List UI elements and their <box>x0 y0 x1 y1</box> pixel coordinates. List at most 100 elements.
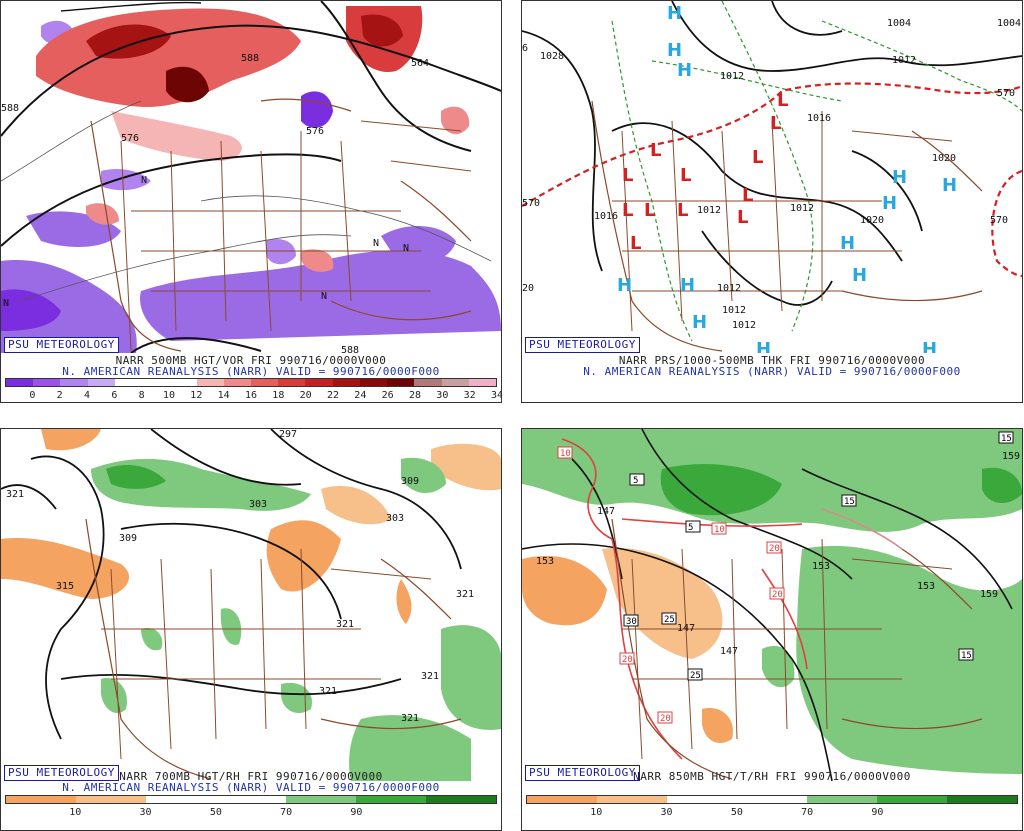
scale-swatch <box>216 796 286 803</box>
scale-tick-label: 50 <box>730 807 743 818</box>
isobar-label: 6 <box>522 43 528 54</box>
scale-swatch <box>142 379 170 386</box>
low-pressure-marker: L <box>622 200 633 221</box>
t850-map-graphic: 153 147 153 159 147 147 153 159 5 15 10 … <box>522 429 1022 781</box>
low-pressure-marker: L <box>650 140 661 161</box>
scale-tick-label: 12 <box>190 390 203 401</box>
map-850mb-temp-rh: 153 147 153 159 147 147 153 159 5 15 10 … <box>522 429 1022 781</box>
rh-color-scale <box>526 795 1018 804</box>
low-pressure-marker: L <box>644 200 655 221</box>
high-pressure-marker: H <box>667 40 682 61</box>
temperature-label: 30 <box>626 617 637 627</box>
scale-swatch <box>305 379 333 386</box>
contour-label: 588 <box>241 53 259 64</box>
isobar-label: 1016 <box>594 211 618 222</box>
contour-label: 576 <box>306 126 324 137</box>
scale-swatch <box>359 379 388 386</box>
isobar-label: 1028 <box>540 51 564 62</box>
scale-tick-label: 14 <box>217 390 230 401</box>
map-500mb-vorticity: 588 576 564 588 576 588 N N N N N <box>1 1 501 353</box>
scale-swatch <box>6 796 76 803</box>
isobar-label: 1020 <box>860 215 884 226</box>
height-label: 153 <box>917 581 935 592</box>
scale-swatch <box>737 796 807 803</box>
scale-swatch <box>250 379 279 386</box>
isobar-label: 1012 <box>717 283 741 294</box>
height-label: 321 <box>421 671 439 682</box>
scale-swatch <box>278 379 306 386</box>
isobar-label: 1004 <box>887 18 911 29</box>
scale-tick-label: 8 <box>138 390 145 401</box>
high-pressure-marker: H <box>892 167 907 188</box>
product-caption: NARR 500MB HGT/VOR FRI 990716/0000V000 <box>115 354 387 367</box>
scale-swatch <box>332 379 360 386</box>
scale-tick-label: 6 <box>111 390 118 401</box>
rh-scale-ticks: 10 30 50 70 90 <box>5 807 497 819</box>
valid-time-caption: N. AMERICAN REANALYSIS (NARR) VALID = 99… <box>62 365 440 378</box>
scale-tick-label: 18 <box>272 390 285 401</box>
scale-tick-label: 10 <box>590 807 603 818</box>
panel-500mb-vorticity: 588 576 564 588 576 588 N N N N N PSU ME… <box>0 0 502 403</box>
scale-swatch <box>76 796 146 803</box>
scale-tick-label: 70 <box>801 807 814 818</box>
vorticity-min-marker: N <box>141 175 147 186</box>
isobar-label: 1012 <box>732 320 756 331</box>
map-pressure-thickness: H H H H H H H H H H H H H L L L L L L <box>522 1 1022 353</box>
height-label: 147 <box>597 506 615 517</box>
high-pressure-marker: H <box>942 175 957 196</box>
valid-time-caption: N. AMERICAN REANALYSIS (NARR) VALID = 99… <box>583 365 961 378</box>
scale-swatch <box>169 379 197 386</box>
height-label: 315 <box>56 581 74 592</box>
low-pressure-marker: L <box>680 165 691 186</box>
scale-swatch <box>6 379 34 386</box>
height-label: 303 <box>386 513 404 524</box>
scale-swatch <box>947 796 1017 803</box>
psu-meteorology-badge: PSU METEOROLOGY <box>525 337 640 353</box>
scale-swatch <box>286 796 356 803</box>
contour-label: 564 <box>411 58 429 69</box>
height-label: 303 <box>249 499 267 510</box>
high-pressure-marker: H <box>840 233 855 254</box>
scale-tick-label: 10 <box>69 807 82 818</box>
contour-label: 576 <box>121 133 139 144</box>
vorticity-scale-ticks: 0 2 4 6 8 10 12 14 16 18 20 22 24 26 28 30 32 34 <box>5 390 501 402</box>
high-pressure-marker: H <box>852 265 867 286</box>
scale-tick-label: 70 <box>280 807 293 818</box>
high-pressure-marker: H <box>882 193 897 214</box>
high-pressure-marker: H <box>667 3 682 24</box>
temperature-label: 25 <box>664 615 675 625</box>
pressure-map-graphic: H H H H H H H H H H H H H L L L L L L <box>522 1 1022 353</box>
temperature-label: 20 <box>622 655 633 665</box>
scale-swatch <box>60 379 88 386</box>
isobar-label: 1012 <box>790 203 814 214</box>
low-pressure-marker: L <box>777 90 788 111</box>
scale-tick-label: 4 <box>83 390 91 401</box>
scale-swatch <box>356 796 426 803</box>
height-label: 321 <box>319 686 337 697</box>
thickness-label: 570 <box>522 198 540 209</box>
vorticity-min-marker: N <box>3 298 9 309</box>
height-label: 153 <box>536 556 554 567</box>
scale-tick-label: 90 <box>350 807 363 818</box>
scale-tick-label: 30 <box>436 390 449 401</box>
height-label: 147 <box>720 646 738 657</box>
scale-tick-label: 16 <box>244 390 258 401</box>
contour-label: 588 <box>341 345 359 353</box>
rh700-map-graphic: 297 321 309 303 303 309 315 321 321 321 … <box>1 429 501 781</box>
low-pressure-marker: L <box>677 200 688 221</box>
scale-tick-label: 30 <box>660 807 673 818</box>
scale-swatch <box>196 379 224 386</box>
isobar-label: 1012 <box>720 71 744 82</box>
scale-tick-label: 28 <box>408 390 422 401</box>
temperature-label: 10 <box>714 525 725 535</box>
rh-scale-ticks: 10 30 50 70 90 <box>526 807 1018 819</box>
vorticity-color-scale <box>5 378 497 387</box>
isobar-label: 1004 <box>997 18 1021 29</box>
product-caption: NARR 700MB HGT/RH FRI 990716/0000V000 <box>119 770 383 783</box>
vorticity-min-marker: N <box>373 238 379 249</box>
scale-swatch <box>387 379 415 386</box>
vorticity-min-marker: N <box>321 291 327 302</box>
valid-time-caption: N. AMERICAN REANALYSIS (NARR) VALID = 99… <box>62 781 440 794</box>
temperature-label: 5 <box>633 476 638 486</box>
scale-swatch <box>223 379 251 386</box>
